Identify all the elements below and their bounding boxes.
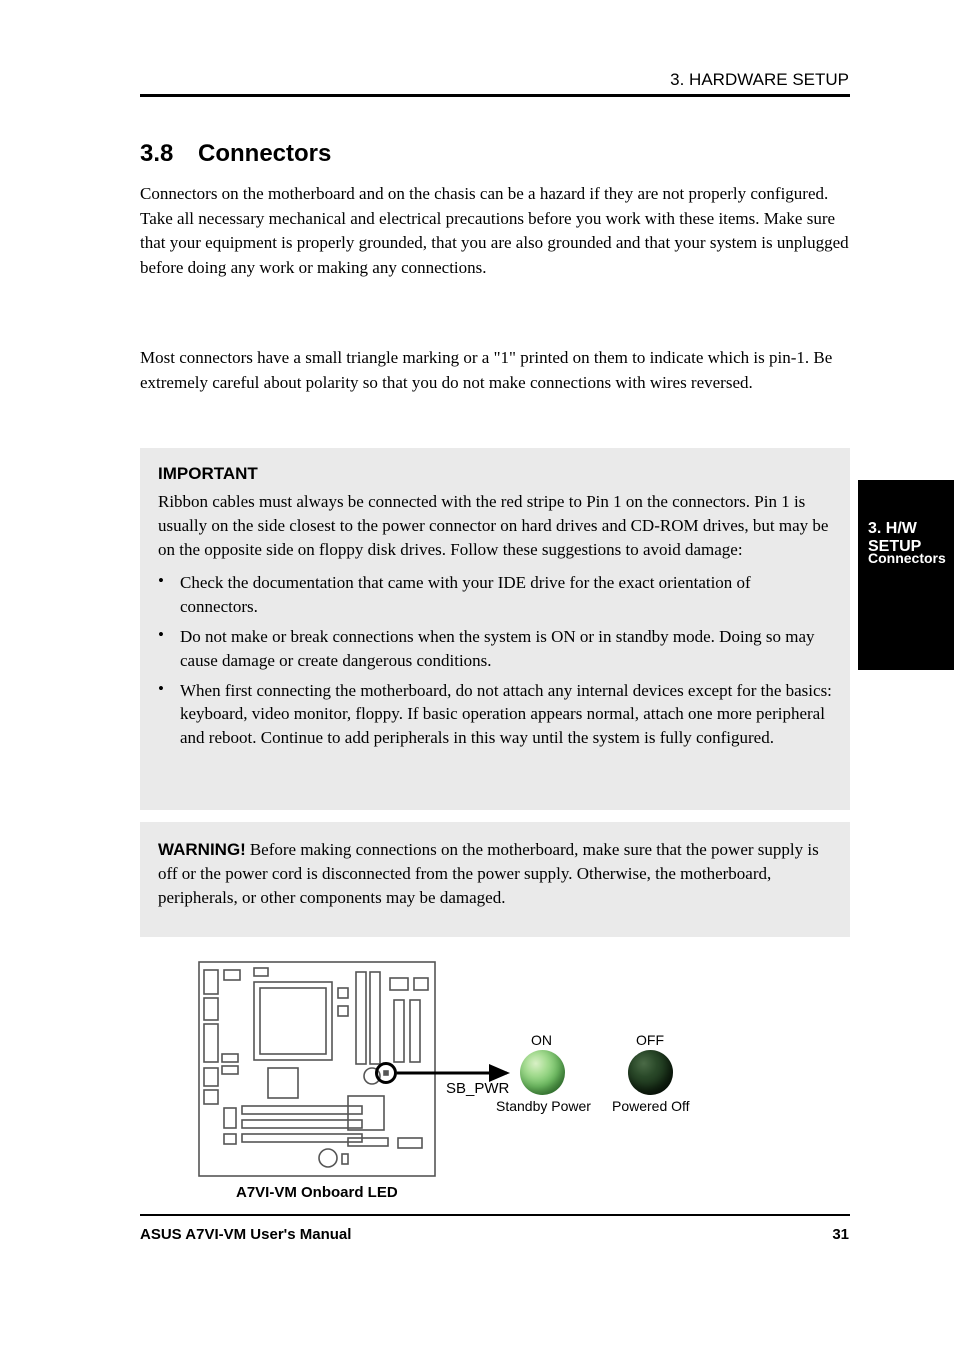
important-box: IMPORTANT Ribbon cables must always be c… [140,448,850,810]
footer-rule [140,1214,850,1216]
page-header-title: 3. HARDWARE SETUP [670,70,849,90]
list-item-text: Do not make or break connections when th… [180,625,832,673]
list-item: • Do not make or break connections when … [158,625,832,673]
important-list: • Check the documentation that came with… [158,571,832,750]
footer-page-number: 31 [832,1226,849,1243]
led-off-top: OFF [636,1032,664,1048]
side-tab: 3. H/W SETUP Connectors [858,480,954,670]
footer-left: ASUS A7VI-VM User's Manual [140,1226,351,1243]
onboard-led-diagram: SB_PWR ON Standby Power OFF Powered Off … [198,958,850,1180]
warning-box: WARNING! Before making connections on th… [140,822,850,937]
header-rule [140,94,850,97]
led-on-top: ON [531,1032,552,1048]
led-label: SB_PWR [446,1080,509,1097]
diagram-caption: A7VI-VM Onboard LED [236,1184,398,1201]
warning-heading: WARNING! [158,840,246,859]
paragraph-1: Connectors on the motherboard and on the… [140,182,850,281]
list-item-text: When first connecting the motherboard, d… [180,679,832,750]
warning-text: Before making connections on the motherb… [158,840,819,907]
list-item: • Check the documentation that came with… [158,571,832,619]
important-heading: IMPORTANT [158,464,832,484]
led-off-icon [628,1050,673,1095]
section-title: Connectors [198,140,331,168]
led-on-bottom: Standby Power [496,1098,591,1114]
side-tab-line2: Connectors [868,550,946,566]
section-number: 3.8 [140,140,173,168]
important-intro: Ribbon cables must always be connected w… [158,490,832,561]
list-item-text: Check the documentation that came with y… [180,571,832,619]
bullet-icon: • [158,679,180,750]
page: 3. HARDWARE SETUP 3. H/W SETUP Connector… [0,0,954,1351]
bullet-icon: • [158,625,180,673]
bullet-icon: • [158,571,180,619]
led-on-icon [520,1050,565,1095]
list-item: • When first connecting the motherboard,… [158,679,832,750]
paragraph-2: Most connectors have a small triangle ma… [140,346,850,395]
led-off-bottom: Powered Off [612,1098,690,1114]
led-callout-circle-icon [375,1062,397,1084]
